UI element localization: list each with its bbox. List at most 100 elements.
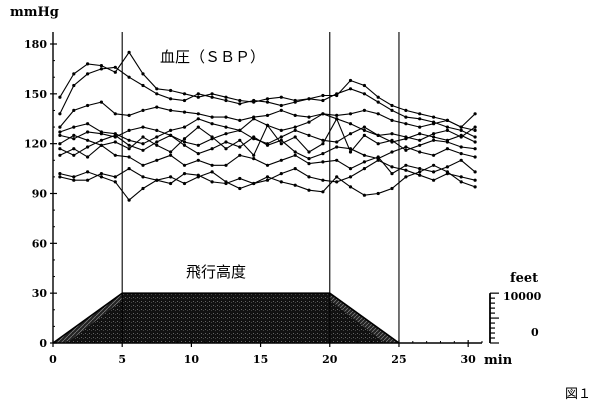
data-point [58, 95, 62, 99]
data-point [196, 173, 200, 177]
data-point [196, 125, 200, 129]
data-point [432, 153, 436, 157]
data-point [86, 103, 90, 108]
chart-title: 血圧（ＳＢＰ） [160, 48, 265, 66]
data-point [279, 108, 283, 112]
data-point [404, 175, 408, 179]
data-point [265, 97, 270, 101]
data-point [252, 153, 256, 157]
data-point [390, 186, 394, 191]
data-point [210, 170, 214, 174]
data-point [418, 138, 422, 142]
data-point [141, 175, 145, 179]
data-point [473, 125, 477, 129]
y-tick-label: 30 [32, 287, 48, 300]
data-point [224, 125, 228, 129]
data-point [86, 145, 90, 149]
data-point [113, 180, 117, 184]
data-point [210, 92, 214, 96]
data-point [418, 117, 422, 121]
data-point [210, 135, 214, 139]
data-point [376, 95, 380, 99]
altitude-area [53, 293, 399, 343]
data-point [141, 108, 145, 112]
data-point [376, 142, 380, 146]
data-point [473, 170, 477, 174]
data-point [210, 122, 214, 126]
series-2 [58, 65, 477, 139]
data-point [348, 112, 353, 116]
data-point [376, 112, 380, 116]
data-point [238, 186, 242, 191]
data-point [335, 92, 339, 96]
data-point [459, 125, 463, 129]
data-point [459, 158, 463, 162]
data-point [376, 191, 380, 196]
data-point [335, 140, 339, 144]
data-point [252, 98, 256, 103]
data-point [432, 115, 436, 119]
data-point [210, 95, 214, 99]
data-point [362, 167, 366, 171]
data-point [404, 108, 408, 112]
x-tick-label: 25 [391, 353, 406, 366]
data-point [418, 150, 422, 154]
data-point [99, 138, 103, 142]
data-point [362, 83, 366, 88]
y-tick-label: 180 [24, 38, 47, 51]
data-point [307, 188, 311, 192]
data-point [432, 135, 436, 139]
data-point [418, 173, 422, 177]
data-point [279, 128, 283, 132]
data-point [459, 152, 463, 156]
data-point [127, 138, 131, 142]
data-point [196, 143, 200, 147]
data-point [169, 88, 173, 93]
data-point [432, 170, 436, 174]
data-point [99, 64, 103, 68]
data-point [58, 142, 62, 146]
data-point [86, 178, 90, 182]
data-point [432, 178, 436, 182]
data-point [86, 138, 90, 142]
data-point [265, 175, 270, 179]
data-point [473, 185, 477, 189]
data-point [473, 155, 477, 159]
data-point [445, 172, 449, 176]
data-point [72, 72, 76, 76]
data-point [265, 163, 270, 167]
data-point [113, 153, 117, 157]
data-point [265, 123, 270, 127]
data-point [293, 153, 297, 157]
y-tick-label: 0 [39, 337, 47, 350]
data-point [86, 170, 90, 174]
data-point [348, 122, 353, 126]
data-point [141, 125, 145, 129]
data-point [445, 165, 449, 169]
data-point [445, 147, 449, 151]
data-point [418, 170, 422, 174]
data-point [127, 143, 131, 147]
x-tick-label: 10 [184, 353, 200, 366]
data-point [473, 140, 477, 144]
data-point [335, 145, 339, 149]
data-point [113, 140, 117, 144]
data-point [196, 158, 200, 162]
data-point [307, 175, 311, 179]
data-point [321, 112, 325, 116]
data-point [265, 113, 270, 117]
series-group [58, 50, 477, 202]
data-point [293, 128, 297, 132]
altitude-scale-low: 0 [531, 326, 539, 339]
data-point [141, 186, 145, 191]
data-point [459, 180, 463, 184]
data-point [127, 113, 131, 117]
data-point [348, 147, 353, 151]
data-point [224, 98, 228, 103]
data-point [335, 117, 339, 121]
data-point [473, 128, 477, 132]
data-point [279, 180, 283, 184]
data-point [432, 122, 436, 126]
data-point [445, 125, 449, 129]
data-point [113, 65, 117, 69]
